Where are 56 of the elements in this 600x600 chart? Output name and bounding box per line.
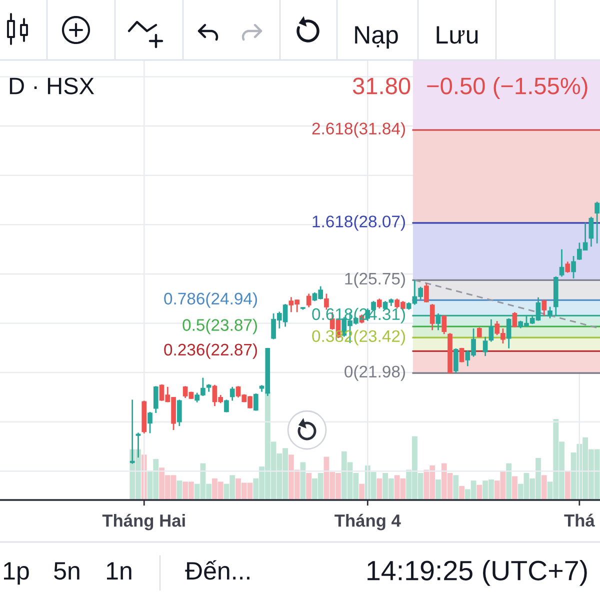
ref-line-label: 0.5(23.87) <box>182 318 257 334</box>
bar <box>476 484 482 500</box>
annotation: −0.50 (−1.55%) <box>427 76 588 99</box>
ref-line-label: 0.236(22.87) <box>164 343 257 359</box>
candlestick <box>442 314 447 335</box>
candlestick <box>594 201 600 244</box>
bar <box>376 478 382 500</box>
ref-line-label: 2.618(31.84) <box>312 122 405 138</box>
text: 5n <box>54 562 80 580</box>
bar <box>506 463 512 500</box>
candlestick <box>559 248 564 278</box>
bar <box>564 470 570 500</box>
text: Đến... <box>185 560 250 580</box>
ref-line-label: 1(25.75) <box>345 272 405 288</box>
text: 1n <box>107 562 132 580</box>
candlestick <box>571 255 576 280</box>
candlestick <box>424 282 429 304</box>
candlestick <box>430 303 435 331</box>
candlestick <box>230 386 235 402</box>
candlestick <box>588 216 594 248</box>
candlestick <box>148 411 152 434</box>
bar <box>176 480 182 500</box>
bar <box>459 486 464 500</box>
bar <box>436 479 441 500</box>
x-tick-label: Tháng Hai <box>102 514 185 530</box>
bar <box>453 475 459 500</box>
x-tick-label: Tháng 4 <box>334 514 401 530</box>
ref-line-label: 0.786(24.94) <box>164 292 257 308</box>
candlestick <box>506 318 512 350</box>
candlestick <box>306 292 312 308</box>
bar <box>306 473 312 500</box>
bar <box>300 462 306 500</box>
text: 14:19:25 (UTC+7) <box>368 560 587 586</box>
text: Nạp <box>355 26 398 49</box>
candlestick <box>565 260 570 274</box>
candlestick <box>476 326 482 338</box>
candlestick <box>512 311 518 328</box>
text: 1p <box>4 562 29 585</box>
candlestick <box>482 336 488 357</box>
candlestick <box>224 398 229 413</box>
candlestick <box>488 318 494 342</box>
candlestick <box>153 385 158 414</box>
text: D · HSX <box>10 78 94 94</box>
candlestick <box>542 299 547 317</box>
candlestick <box>176 398 182 427</box>
ref-line-label: 1.618(28.07) <box>312 215 405 231</box>
candlestick <box>453 348 458 374</box>
bar <box>541 475 547 500</box>
candlestick <box>376 298 382 310</box>
text: Lưu <box>436 26 478 44</box>
candlestick <box>253 392 258 412</box>
x-tick-label: Thá <box>564 514 595 527</box>
bar <box>359 484 364 500</box>
annotation: 31.80 <box>352 78 410 94</box>
bar <box>512 476 518 500</box>
ref-line-label: 0(21.98) <box>344 365 405 381</box>
